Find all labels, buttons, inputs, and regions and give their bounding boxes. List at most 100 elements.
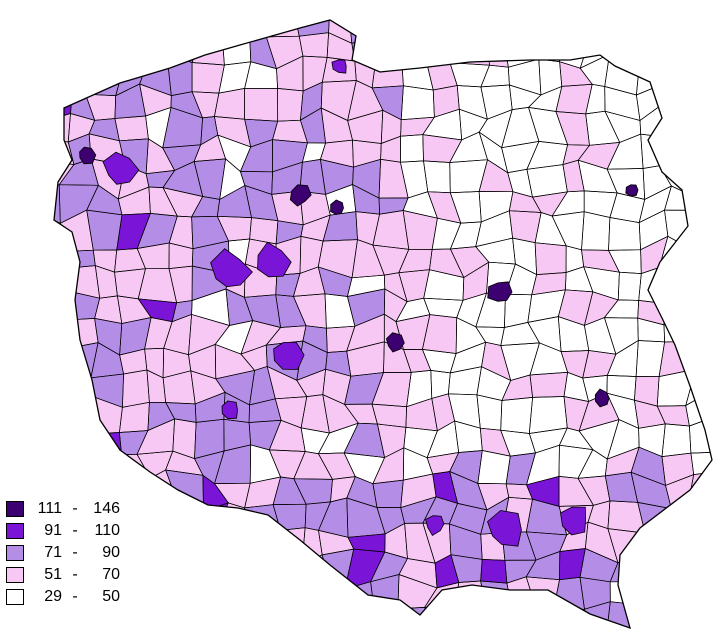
district-border: [685, 115, 712, 141]
district: [244, 88, 278, 122]
district: [280, 527, 306, 564]
district: [246, 606, 282, 628]
district-border: [222, 20, 251, 42]
district: [325, 293, 355, 329]
district: [708, 392, 712, 434]
district: [607, 134, 644, 170]
district: [422, 314, 457, 354]
district-border: [54, 318, 70, 350]
district: [268, 574, 308, 616]
district-border: [553, 608, 590, 628]
district: [300, 236, 324, 274]
district-border: [54, 421, 75, 456]
district: [666, 574, 696, 616]
district: [54, 20, 69, 44]
district: [191, 216, 229, 249]
legend-low: 51: [44, 566, 62, 583]
district: [682, 316, 712, 344]
district: [605, 447, 640, 476]
district: [215, 344, 255, 379]
district: [223, 419, 251, 451]
district-border: [87, 474, 115, 500]
district: [633, 576, 667, 616]
district: [559, 476, 594, 507]
district: [631, 20, 666, 43]
district: [320, 159, 354, 195]
district: [348, 20, 385, 44]
district: [580, 577, 611, 610]
district: [192, 62, 225, 94]
district: [713, 6, 723, 42]
district: [422, 20, 459, 39]
district: [506, 452, 536, 485]
district: [403, 427, 438, 458]
district: [89, 118, 120, 141]
district: [300, 82, 323, 121]
district: [276, 220, 304, 244]
district: [139, 84, 172, 116]
district: [320, 140, 354, 168]
district: [347, 288, 385, 327]
district: [250, 444, 281, 484]
district: [119, 317, 152, 355]
district: [561, 350, 589, 378]
district: [710, 503, 712, 537]
district: [372, 404, 407, 428]
district: [194, 419, 225, 459]
district: [326, 326, 355, 353]
district: [683, 40, 712, 66]
district: [666, 550, 696, 577]
district: [384, 288, 408, 322]
district: [455, 581, 485, 605]
district-border: [241, 526, 281, 553]
district: [657, 31, 690, 57]
district: [59, 158, 99, 186]
district: [662, 423, 691, 457]
district: [401, 85, 435, 120]
district: [374, 608, 409, 628]
district: [384, 523, 408, 559]
district-border: [535, 606, 559, 628]
district: [296, 369, 326, 397]
district: [302, 574, 334, 612]
city-district: [289, 184, 312, 207]
district: [225, 601, 256, 628]
district-border: [162, 552, 202, 587]
district: [162, 144, 201, 171]
district: [609, 39, 640, 61]
district: [657, 56, 689, 86]
district: [146, 170, 175, 188]
district: [530, 372, 568, 398]
district: [449, 132, 488, 163]
district-border: [711, 267, 712, 291]
district: [481, 342, 511, 381]
district: [450, 221, 482, 249]
district: [122, 370, 150, 408]
district: [215, 527, 249, 552]
district: [137, 243, 170, 269]
district: [578, 142, 620, 170]
district-border: [632, 575, 667, 616]
district: [636, 340, 665, 377]
district-border: [710, 59, 712, 96]
district: [322, 369, 351, 405]
district-border: [717, 532, 723, 561]
district: [372, 245, 409, 276]
district-border: [713, 452, 723, 483]
legend: 111-146 91-110 71-90 51-70 29-50: [6, 498, 120, 608]
district: [165, 451, 203, 476]
district: [373, 36, 411, 65]
district: [695, 210, 712, 252]
district: [88, 20, 121, 31]
district: [710, 94, 712, 117]
district: [189, 601, 226, 628]
district: [406, 370, 432, 407]
district-border: [656, 55, 690, 87]
district: [719, 587, 723, 608]
district: [240, 574, 271, 616]
district: [323, 211, 358, 241]
district: [240, 320, 281, 355]
district: [606, 393, 639, 429]
district: [500, 342, 540, 381]
district-border: [692, 267, 712, 295]
